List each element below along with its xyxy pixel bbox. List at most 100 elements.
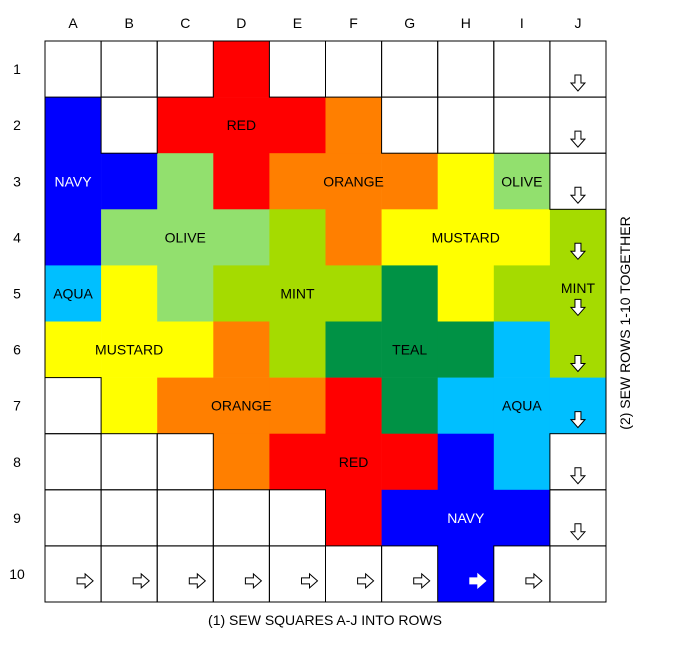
quilt-square: [437, 265, 495, 322]
quilt-square: [437, 153, 495, 210]
block-label: MUSTARD: [95, 342, 163, 358]
quilt-square: [213, 433, 270, 491]
quilt-square: [437, 209, 495, 266]
quilt-square: [269, 41, 326, 98]
quilt-square: [157, 545, 214, 603]
quilt-square: [437, 97, 495, 154]
quilt-square: [213, 265, 270, 322]
quilt-square: [381, 545, 438, 603]
column-header: G: [404, 15, 415, 31]
quilt-square: [437, 489, 495, 547]
quilt-square: [45, 41, 102, 98]
row-header: 9: [13, 510, 21, 526]
quilt-square: [325, 209, 382, 266]
quilt-square: [493, 209, 551, 266]
quilt-square: [101, 265, 158, 322]
arrow-down-icon: [569, 523, 587, 541]
quilt-square: [45, 97, 102, 154]
row-header: 6: [13, 342, 21, 358]
quilt-square: [493, 97, 551, 154]
block-label: RED: [339, 454, 369, 470]
block-labels: RED NAVY ORANGE OLIVE OLIVE MUSTARD AQUA MINT MI…: [53, 117, 595, 526]
quilt-square: [101, 545, 158, 603]
quilt-square: [213, 41, 270, 98]
quilt-square: [101, 321, 158, 378]
quilt-square: [381, 377, 438, 434]
arrow-right-icon: [188, 572, 207, 590]
quilt-square: [325, 41, 382, 98]
block-label: AQUA: [53, 285, 93, 301]
quilt-square: [493, 489, 551, 547]
quilt-square: [157, 321, 214, 378]
quilt-square: [213, 209, 270, 266]
block-label: NAVY: [447, 510, 485, 526]
quilt-square: [381, 41, 438, 98]
quilt-square: [45, 265, 102, 322]
arrow-right-icon: [357, 572, 375, 590]
block-label: ORANGE: [211, 398, 272, 414]
block-label: AQUA: [502, 398, 542, 414]
arrow-down-icon: [569, 355, 587, 373]
column-header: D: [236, 15, 246, 31]
row-header: 3: [13, 173, 21, 189]
quilt-square: [437, 433, 495, 491]
quilt-square: [493, 265, 551, 322]
quilt-square: [213, 97, 270, 154]
quilt-square: [157, 97, 214, 154]
quilt-square: [325, 377, 382, 434]
column-header: F: [349, 15, 358, 31]
block-label: MINT: [561, 280, 596, 296]
quilt-square: [269, 321, 326, 378]
arrow-down-icon: [569, 242, 587, 261]
quilt-square: [157, 489, 214, 547]
quilt-square: [157, 153, 214, 210]
quilt-square: [325, 265, 382, 322]
sewing-arrows: [76, 74, 587, 590]
row-headers: 1 2 3 4 5 6 7 8 9 10: [9, 61, 25, 582]
quilt-square: [549, 545, 607, 603]
row-header: 10: [9, 566, 25, 582]
quilt-square: [493, 545, 551, 603]
block-label: OLIVE: [165, 229, 206, 245]
quilt-square: [157, 265, 214, 322]
arrow-right-icon: [525, 572, 543, 590]
block-label: RED: [227, 117, 257, 133]
quilt-square: [269, 433, 326, 491]
quilt-square: [269, 153, 326, 210]
quilt-square: [101, 433, 158, 491]
block-label: NAVY: [55, 173, 93, 189]
quilt-square: [269, 265, 326, 322]
grid-outline: [44, 40, 607, 603]
quilt-square: [101, 41, 158, 98]
quilt-square: [101, 209, 158, 266]
row-header: 8: [13, 454, 21, 470]
quilt-square: [381, 209, 438, 266]
quilt-square: [101, 153, 158, 210]
arrow-right-icon: [132, 572, 150, 590]
grid-lines: [44, 40, 607, 603]
quilt-square: [325, 433, 382, 491]
arrow-right-icon: [76, 572, 94, 590]
arrow-right-icon: [301, 572, 319, 590]
quilt-square: [381, 153, 438, 210]
quilt-square: [45, 153, 102, 210]
quilt-square: [381, 433, 438, 491]
quilt-square: [437, 545, 495, 603]
quilt-square: [269, 545, 326, 603]
column-header: J: [574, 15, 581, 31]
quilt-square: [493, 433, 551, 491]
quilt-square: [325, 153, 382, 210]
quilt-square: [213, 153, 270, 210]
quilt-square: [101, 97, 158, 154]
row-header: 1: [13, 61, 21, 77]
row-header: 2: [13, 117, 21, 133]
quilt-square: [213, 377, 270, 434]
arrow-down-icon: [569, 186, 587, 204]
quilt-square: [493, 153, 551, 210]
arrow-down-icon: [569, 74, 587, 92]
quilt-square: [493, 377, 551, 434]
quilt-square: [157, 209, 214, 266]
quilt-square: [325, 489, 382, 547]
block-label: MUSTARD: [432, 229, 500, 245]
